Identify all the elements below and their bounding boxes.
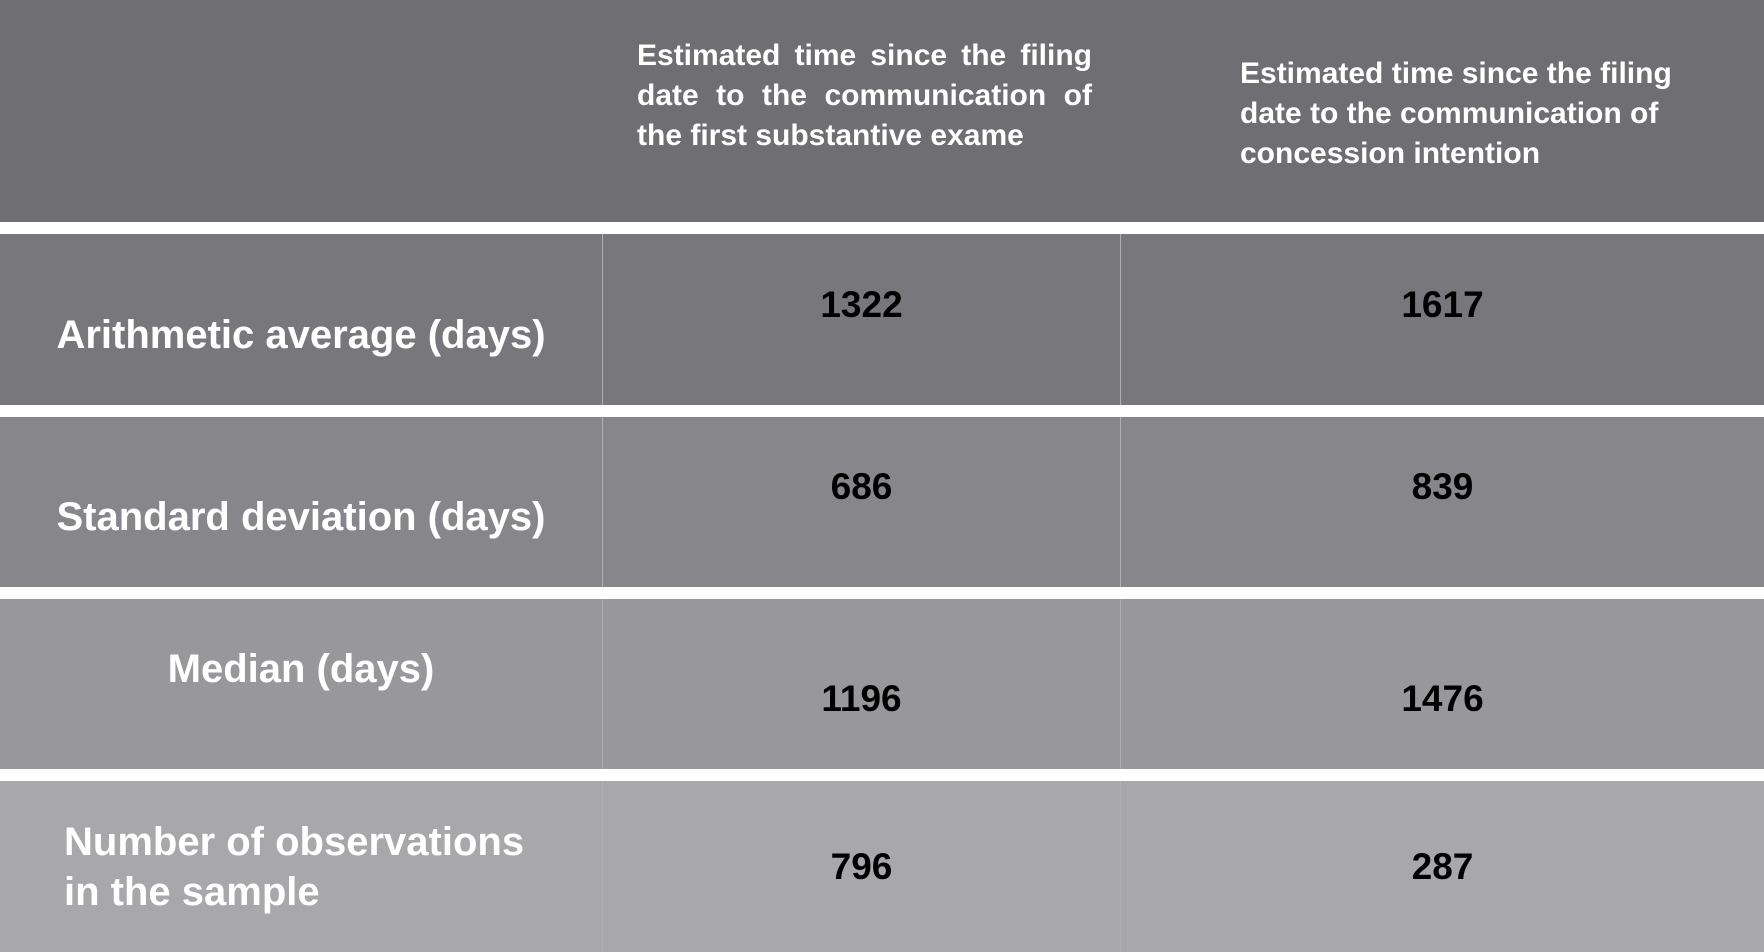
table-header-row: Estimated time since the filing date to … xyxy=(0,0,1764,222)
cell-value: 796 xyxy=(830,845,893,887)
cell-value: 1617 xyxy=(1401,283,1484,325)
table-row: Arithmetic average (days) 1322 1617 xyxy=(0,234,1764,405)
cell-value: 1476 xyxy=(1401,678,1484,719)
row-label: Standard deviation (days) xyxy=(56,495,546,539)
row-label: Arithmetic average (days) xyxy=(56,312,546,357)
cell-value: 686 xyxy=(830,466,893,507)
row-label: Number of observations in the sample xyxy=(64,819,525,914)
header-first-exam: Estimated time since the filing date to … xyxy=(637,39,1092,152)
cell-value: 1196 xyxy=(821,678,902,719)
table-row: Median (days) 1196 1476 xyxy=(0,599,1764,769)
table-row: Standard deviation (days) 686 839 xyxy=(0,417,1764,587)
cell-value: 1322 xyxy=(820,283,903,325)
cell-value: 839 xyxy=(1411,466,1474,507)
cell-value: 287 xyxy=(1411,845,1474,887)
header-concession: Estimated time since the filing date to … xyxy=(1240,57,1672,170)
table-row: Number of observations in the sample 796… xyxy=(0,781,1764,952)
row-label: Median (days) xyxy=(167,647,435,691)
